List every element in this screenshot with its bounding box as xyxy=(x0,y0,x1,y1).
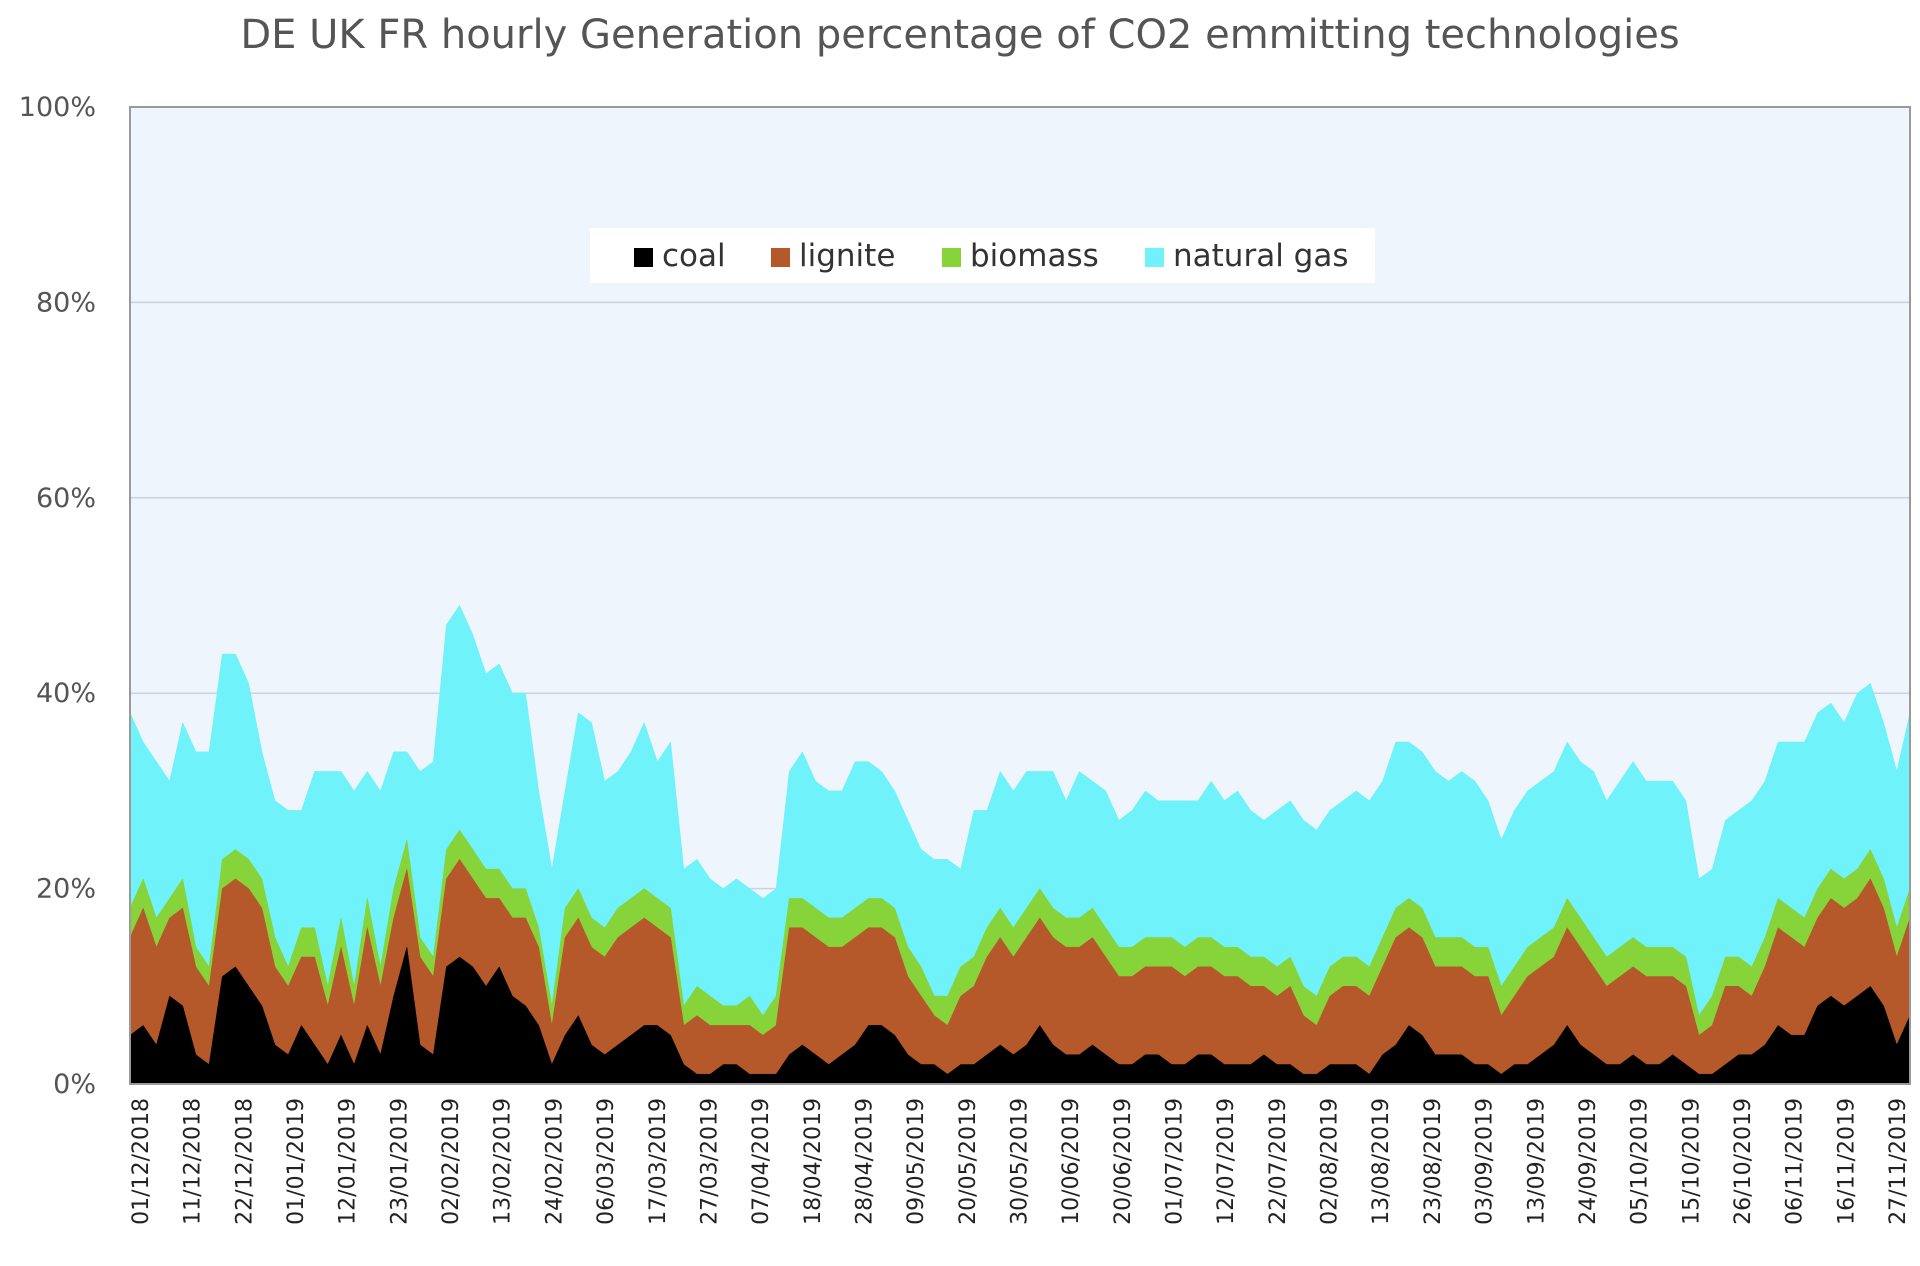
x-tick-label: 28/04/2019 xyxy=(853,1098,878,1225)
x-tick-label: 23/01/2019 xyxy=(387,1098,412,1225)
axes xyxy=(129,106,1911,1085)
x-tick-label: 13/02/2019 xyxy=(491,1098,516,1225)
x-tick-label: 01/12/2018 xyxy=(129,1098,154,1225)
y-tick-label: 0% xyxy=(53,1069,96,1100)
x-tick-label: 06/03/2019 xyxy=(594,1098,619,1225)
y-tick-label: 20% xyxy=(36,874,96,905)
plot-border xyxy=(129,106,1911,1085)
x-tick-label: 22/12/2018 xyxy=(232,1098,257,1225)
x-tick-label: 07/04/2019 xyxy=(749,1098,774,1225)
x-tick-label: 01/07/2019 xyxy=(1163,1098,1188,1225)
x-tick-label: 24/09/2019 xyxy=(1576,1098,1601,1225)
x-tick-label: 27/11/2019 xyxy=(1886,1098,1911,1225)
y-tick-label: 100% xyxy=(19,92,96,123)
x-tick-label: 02/02/2019 xyxy=(439,1098,464,1225)
x-tick-label: 20/06/2019 xyxy=(1111,1098,1136,1225)
y-tick-label: 40% xyxy=(36,678,96,709)
legend-label: lignite xyxy=(799,238,895,274)
x-tick-label: 06/11/2019 xyxy=(1783,1098,1808,1225)
x-tick-label: 02/08/2019 xyxy=(1318,1098,1343,1225)
x-tick-label: 12/07/2019 xyxy=(1214,1098,1239,1225)
x-tick-label: 10/06/2019 xyxy=(1059,1098,1084,1225)
x-tick-label: 30/05/2019 xyxy=(1008,1098,1033,1225)
x-tick-label: 11/12/2018 xyxy=(181,1098,206,1225)
x-tick-label: 20/05/2019 xyxy=(956,1098,981,1225)
legend-label: coal xyxy=(662,238,726,274)
legend-swatch-coal xyxy=(634,248,653,267)
y-tick-label: 80% xyxy=(36,287,96,318)
y-tick-label: 60% xyxy=(36,483,96,514)
x-tick-labels: 01/12/2018 11/12/2018 22/12/2018 01/01/2019… xyxy=(129,1098,1911,1225)
legend-box xyxy=(590,228,1375,283)
x-tick-label: 24/02/2019 xyxy=(542,1098,567,1225)
chart-title: DE UK FR hourly Generation percentage of… xyxy=(240,12,1680,58)
legend-swatch-biomass xyxy=(942,248,961,267)
legend: coal lignite biomass natural gas xyxy=(590,228,1375,283)
x-tick-label: 13/09/2019 xyxy=(1524,1098,1549,1225)
y-tick-labels: 0% 20% 40% 60% 80% 100% xyxy=(19,92,96,1100)
x-tick-label: 22/07/2019 xyxy=(1266,1098,1291,1225)
x-tick-label: 03/09/2019 xyxy=(1473,1098,1498,1225)
x-tick-label: 18/04/2019 xyxy=(801,1098,826,1225)
legend-label: natural gas xyxy=(1173,238,1348,274)
x-tick-label: 09/05/2019 xyxy=(904,1098,929,1225)
x-tick-label: 01/01/2019 xyxy=(284,1098,309,1225)
legend-label: biomass xyxy=(970,238,1099,274)
x-tick-label: 27/03/2019 xyxy=(697,1098,722,1225)
x-tick-label: 15/10/2019 xyxy=(1679,1098,1704,1225)
x-tick-label: 05/10/2019 xyxy=(1628,1098,1653,1225)
legend-swatch-lignite xyxy=(771,248,790,267)
x-tick-label: 16/11/2019 xyxy=(1834,1098,1859,1225)
x-tick-label: 17/03/2019 xyxy=(646,1098,671,1225)
x-tick-label: 12/01/2019 xyxy=(336,1098,361,1225)
x-tick-label: 26/10/2019 xyxy=(1731,1098,1756,1225)
x-tick-label: 23/08/2019 xyxy=(1421,1098,1446,1225)
legend-swatch-natural-gas xyxy=(1145,248,1164,267)
x-tick-label: 13/08/2019 xyxy=(1369,1098,1394,1225)
